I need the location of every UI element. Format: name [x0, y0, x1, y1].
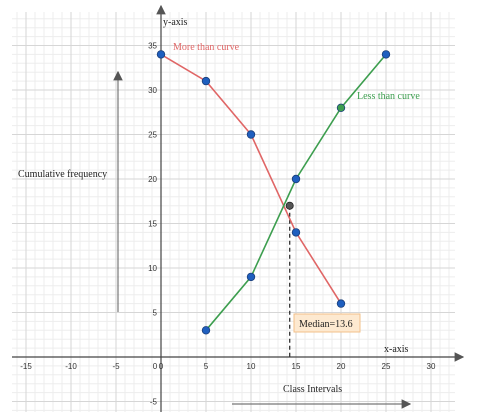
y-tick-label: 30 — [148, 86, 157, 95]
x-tick-label: 25 — [382, 362, 391, 371]
more-than-curve-label: More than curve — [173, 42, 240, 53]
data-point — [201, 326, 211, 335]
data-point — [381, 50, 391, 59]
y-axis-label: y-axis — [163, 17, 188, 28]
cumulative-frequency-label: Cumulative frequency — [18, 169, 107, 180]
data-point — [291, 228, 301, 237]
data-point — [336, 299, 346, 308]
origin-label: 0 — [153, 362, 158, 371]
median-label: Median=13.6 — [299, 319, 353, 330]
minor-grid — [12, 12, 455, 412]
x-tick-label: 10 — [247, 362, 256, 371]
axes — [12, 4, 465, 412]
y-tick-label: 10 — [148, 264, 157, 273]
x-tick-label: 20 — [337, 362, 346, 371]
points-layer — [156, 50, 391, 335]
y-tick-label: 20 — [148, 175, 157, 184]
data-point — [156, 50, 166, 59]
x-tick-label: 5 — [204, 362, 209, 371]
x-tick-label: 30 — [427, 362, 436, 371]
less-than-curve-label: Less than curve — [357, 91, 420, 102]
y-tick-label: 25 — [148, 131, 157, 140]
data-point — [201, 76, 211, 86]
x-tick-label: -5 — [112, 362, 120, 371]
data-point — [336, 103, 346, 112]
data-point — [246, 130, 256, 139]
x-tick-label: 0 — [159, 362, 164, 371]
tick-labels: -15 -10 -5 0 5 10 15 20 25 30 0 -5 5 10 15 20 25 30 35 — [20, 42, 436, 407]
x-tick-label: -15 — [20, 362, 32, 371]
data-point — [291, 174, 301, 184]
y-tick-label: 5 — [153, 309, 158, 318]
y-tick-label: 35 — [148, 42, 157, 51]
y-tick-label: -5 — [150, 398, 158, 407]
class-intervals-label: Class Intervals — [283, 384, 342, 395]
data-point — [246, 272, 256, 282]
annotations — [113, 70, 412, 409]
x-axis-label: x-axis — [384, 344, 409, 355]
y-tick-label: 15 — [148, 220, 157, 229]
series-layer — [160, 53, 387, 331]
median-label-box — [293, 313, 361, 333]
x-tick-label: 15 — [292, 362, 301, 371]
major-grid — [12, 12, 455, 412]
x-tick-label: -10 — [65, 362, 77, 371]
intersection-point — [285, 201, 294, 210]
